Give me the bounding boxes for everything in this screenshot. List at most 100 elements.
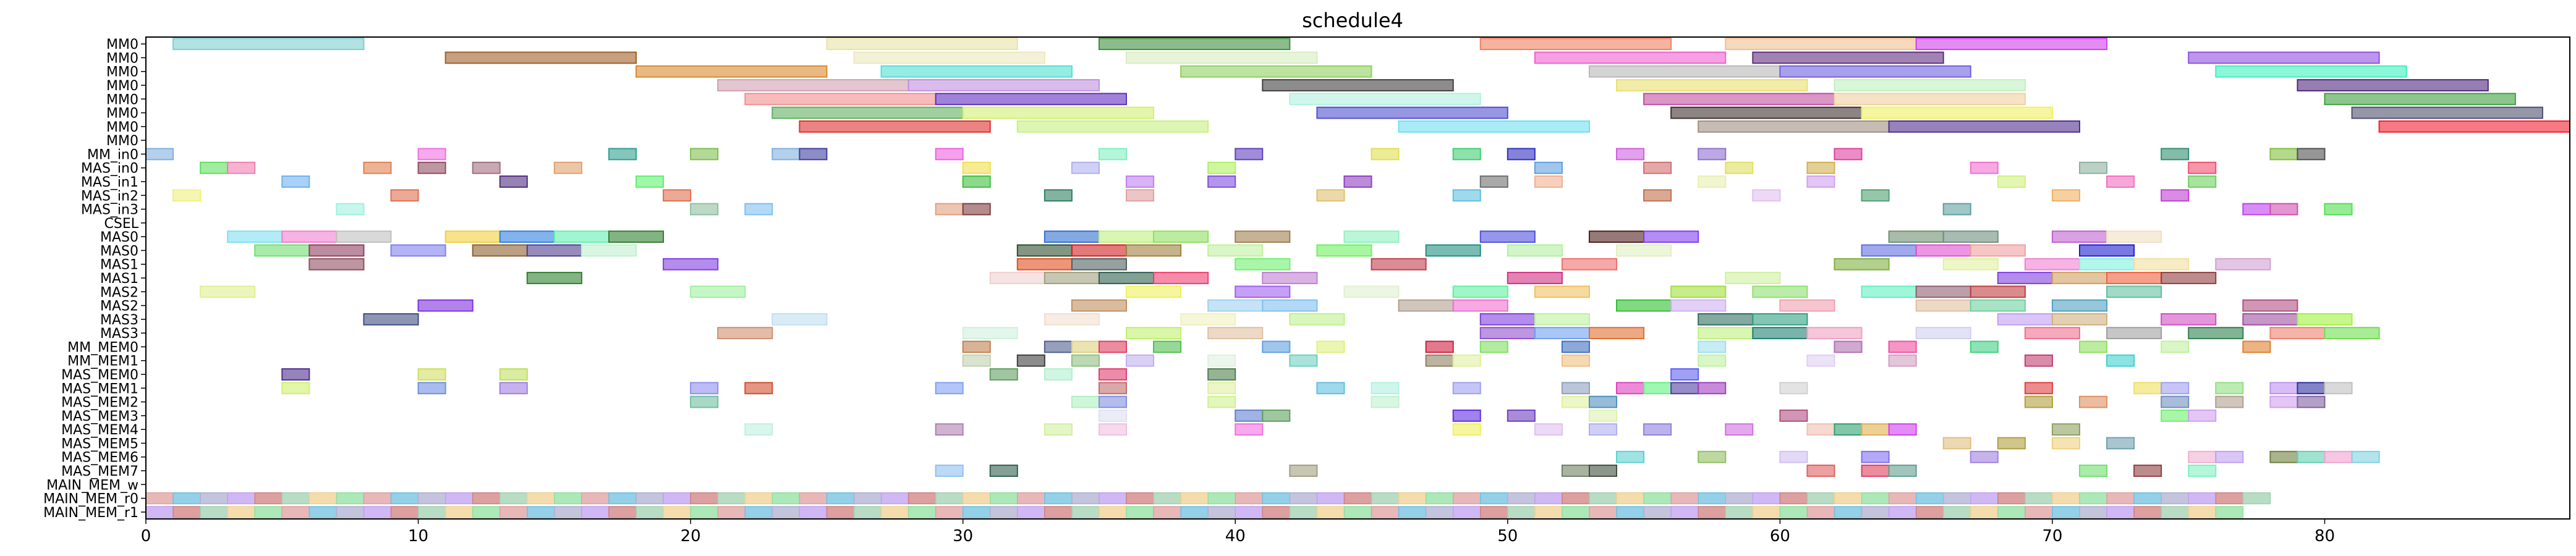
- task-bar: [1861, 189, 1890, 202]
- task-bar: [281, 382, 310, 395]
- task-bar: [1507, 409, 1536, 422]
- task-bar: [1398, 120, 1590, 133]
- task-bar: [2215, 450, 2244, 463]
- task-bar: [1834, 148, 1863, 161]
- task-bar: [1888, 423, 1917, 436]
- task-bar: [1970, 450, 1999, 463]
- task-bar: [1616, 450, 1645, 463]
- row-label: MM_in0: [87, 147, 138, 162]
- task-bar-segment: [1616, 492, 1644, 505]
- task-bar-segment: [1779, 506, 1808, 518]
- task-bar: [2269, 382, 2298, 395]
- task-bar-segment: [1235, 492, 1264, 505]
- task-bar: [1752, 189, 1781, 202]
- task-bar: [336, 230, 392, 243]
- task-bar: [2188, 51, 2380, 64]
- task-bar-segment: [1044, 492, 1073, 505]
- task-bar: [1479, 175, 1508, 188]
- task-bar-segment: [935, 492, 964, 505]
- task-bar-segment: [1452, 492, 1481, 505]
- task-bar: [2188, 465, 2217, 477]
- task-bar: [2078, 258, 2135, 271]
- task-bar: [2161, 395, 2190, 408]
- task-bar: [1698, 148, 1727, 161]
- task-bar: [1997, 272, 2053, 284]
- task-bar: [1588, 327, 1645, 340]
- task-bar: [1643, 382, 1672, 395]
- task-bar: [1098, 340, 1128, 353]
- task-bar: [962, 175, 991, 188]
- task-bar: [1262, 340, 1291, 353]
- task-bar: [1534, 161, 1563, 174]
- task-bar: [1861, 285, 1917, 298]
- task-bar: [608, 148, 637, 161]
- task-bar: [308, 258, 365, 271]
- task-bar: [1643, 423, 1672, 436]
- task-bar: [1071, 299, 1128, 312]
- task-bar-segment: [172, 492, 201, 505]
- row-label: MAS_MEM4: [61, 423, 138, 438]
- task-bar-segment: [581, 492, 610, 505]
- task-bar: [1834, 79, 2026, 91]
- task-bar: [2351, 106, 2543, 119]
- task-bar: [1561, 465, 1590, 477]
- x-tick-label: 30: [953, 527, 973, 545]
- task-bar: [1371, 395, 1400, 408]
- task-bar-segment: [472, 506, 501, 518]
- task-bar: [1098, 409, 1128, 422]
- task-bar: [1425, 244, 1481, 257]
- task-bar: [1262, 299, 1318, 312]
- task-bar: [935, 465, 964, 477]
- task-bar: [2215, 382, 2244, 395]
- task-bar: [1098, 395, 1128, 408]
- task-bar: [227, 161, 256, 174]
- task-bar: [580, 244, 637, 257]
- task-bar: [1479, 313, 1536, 326]
- task-bar: [1616, 148, 1645, 161]
- row-label: MAS3: [100, 326, 138, 342]
- task-bar: [2297, 313, 2353, 326]
- task-bar: [1343, 285, 1400, 298]
- task-bar-segment: [635, 506, 664, 518]
- task-bar: [1071, 258, 1128, 271]
- task-bar: [1452, 354, 1481, 367]
- task-bar: [1643, 189, 1672, 202]
- task-bar: [772, 148, 801, 161]
- task-bar-segment: [1643, 506, 1672, 518]
- task-bar: [1752, 285, 1808, 298]
- task-bar-segment: [1262, 506, 1291, 518]
- task-bar: [935, 423, 964, 436]
- task-bar-segment: [2079, 506, 2107, 518]
- x-tick-label: 60: [1770, 527, 1790, 545]
- task-bar: [1098, 230, 1155, 243]
- task-bar: [281, 230, 338, 243]
- task-bar: [1044, 230, 1100, 243]
- task-bar-segment: [1752, 492, 1781, 505]
- task-bar: [1425, 354, 1454, 367]
- task-bar: [1071, 340, 1100, 353]
- task-bar: [308, 244, 365, 257]
- task-bar: [1153, 230, 1209, 243]
- task-bar-segment: [308, 506, 338, 518]
- task-bar: [1235, 148, 1264, 161]
- task-bar-segment: [1997, 506, 2026, 518]
- task-bar-segment: [935, 506, 964, 518]
- task-bar: [1861, 465, 1890, 477]
- task-bar: [1016, 120, 1209, 133]
- task-bar-segment: [608, 506, 637, 518]
- task-bar-segment: [1970, 506, 1999, 518]
- task-bar: [1153, 272, 1209, 284]
- task-bar-segment: [1834, 492, 1863, 505]
- task-bar-segment: [744, 492, 773, 505]
- row-label: MM_MEM1: [67, 354, 138, 369]
- task-bar: [417, 299, 474, 312]
- task-bar: [1180, 65, 1372, 78]
- task-bar: [2051, 230, 2108, 243]
- task-bar: [1044, 368, 1073, 381]
- row-label: MAIN_MEM_w: [46, 478, 138, 493]
- task-bar: [1588, 409, 1618, 422]
- task-bar-segment: [1861, 506, 1890, 518]
- task-bar: [363, 313, 419, 326]
- task-bar-segment: [717, 492, 746, 505]
